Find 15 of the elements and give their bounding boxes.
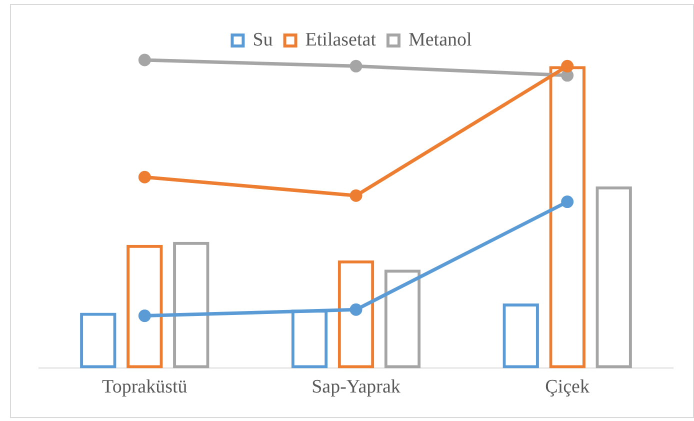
point	[350, 189, 362, 202]
x-tick-label: Topraküstü	[102, 376, 188, 398]
x-tick-label: Çiçek	[545, 376, 590, 398]
point	[350, 60, 362, 72]
x-tick-label: Sap-Yaprak	[312, 376, 401, 398]
legend-label: Su	[252, 29, 274, 50]
legend-label: Etilasetat	[305, 29, 377, 50]
point	[561, 196, 574, 208]
point	[138, 54, 151, 66]
point	[561, 69, 574, 82]
point	[561, 60, 574, 72]
point	[350, 303, 362, 316]
legend-label: Metanol	[408, 29, 472, 50]
point	[138, 310, 151, 322]
point	[138, 170, 151, 184]
